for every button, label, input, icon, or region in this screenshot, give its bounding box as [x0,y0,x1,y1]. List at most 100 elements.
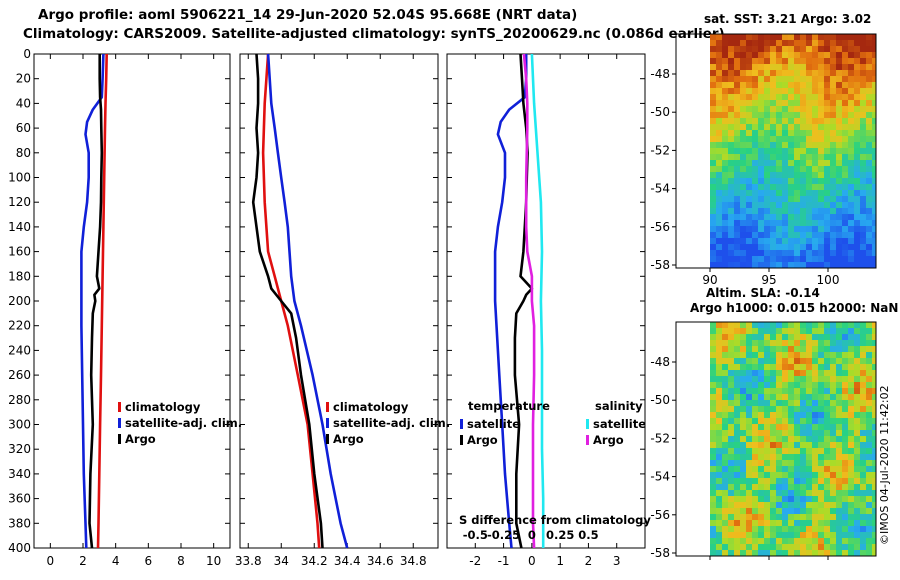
sst-map-cell [836,82,843,89]
sla-map-cell [794,442,801,449]
sla-map-cell [830,490,837,497]
sst-map-cell [722,130,729,137]
sst-map-cell [842,178,849,185]
sla-map-cell [860,406,867,413]
sst-map-cell [782,172,789,179]
sst-map-cell [752,100,759,107]
sla-map-cell [728,496,735,503]
sst-map-cell [776,112,783,119]
sla-map-cell [770,388,777,395]
sla-map-cell [764,412,771,419]
sla-map-cell [806,550,813,557]
sst-map-cell [818,100,825,107]
sla-map-cell [794,382,801,389]
sst-map-cell [788,154,795,161]
sst-map-cell [752,142,759,149]
legend-swatch [326,418,329,428]
sla-map-cell [710,370,717,377]
sst-map-cell [812,148,819,155]
sst-map-cell [734,154,741,161]
sla-map-cell [824,418,831,425]
sla-map-cell [764,376,771,383]
sst-map-cell [746,46,753,53]
sst-map-cell [770,184,777,191]
sla-map-cell [710,514,717,521]
sla-map-cell [734,382,741,389]
sla-map-cell [722,478,729,485]
sla-map-cell [764,430,771,437]
sst-map-cell [860,214,867,221]
sla-map-cell [830,430,837,437]
sst-map-cell [752,172,759,179]
sst-map-cell [770,172,777,179]
sla-map-cell [848,448,855,455]
sla-map-cell [848,430,855,437]
sst-map-cell [734,256,741,263]
sst-map-cell [824,136,831,143]
sst-map-cell [782,238,789,245]
sst-map-cell [794,172,801,179]
sla-map-cell [806,478,813,485]
sla-map-cell [806,430,813,437]
sst-map-cell [824,148,831,155]
sla-map-cell [794,352,801,359]
y-tick-label: 120 [8,195,31,209]
sst-map-cell [872,82,877,89]
sst-map-cell [764,58,771,65]
sst-map-cell [872,40,877,47]
sst-map-cell [776,202,783,209]
sla-map-cell [818,436,825,443]
sla-map-cell [818,508,825,515]
sst-map-cell [836,100,843,107]
sst-map-cell [758,202,765,209]
sla-map-cell [836,520,843,527]
sla-map-cell [782,514,789,521]
sst-map-cell [770,196,777,203]
sla-map-cell [716,418,723,425]
sst-map-cell [734,238,741,245]
sla-map-cell [866,532,873,539]
sla-map-cell [860,334,867,341]
sst-map-cell [794,166,801,173]
sst-map-cell [782,208,789,215]
sla-map-cell [764,382,771,389]
sst-map-cell [854,208,861,215]
sst-map-cell [854,76,861,83]
sst-map-cell [866,130,873,137]
sst-map-cell [806,178,813,185]
sst-map-cell [854,256,861,263]
sst-map-cell [740,34,747,41]
sla-map-cell [770,376,777,383]
sla-map-cell [848,514,855,521]
sla-map-cell [716,496,723,503]
sla-map-cell [746,526,753,533]
sla-map-cell [866,334,873,341]
sst-map-cell [794,196,801,203]
sla-map-cell [728,544,735,551]
sla-map-cell [716,322,723,329]
sst-map-cell [830,178,837,185]
sst-map-cell [752,178,759,185]
sst-map-cell [794,88,801,95]
sla-map-cell [764,460,771,467]
sla-map-cell [758,394,765,401]
sla-map-cell [800,526,807,533]
sst-map-cell [710,238,717,245]
sst-map-title: sat. SST: 3.21 Argo: 3.02 [704,12,872,26]
sst-map-cell [710,58,717,65]
sst-map-cell [866,250,873,257]
x-tick-label: 1 [556,554,564,568]
sst-map-cell [806,238,813,245]
sst-map-cell [716,124,723,131]
sst-map-cell [812,40,819,47]
sst-map-cell [800,34,807,41]
sla-map-cell [734,466,741,473]
sst-map-cell [818,214,825,221]
sst-map-cell [824,256,831,263]
sla-map-cell [752,328,759,335]
sst-map-cell [734,100,741,107]
sla-map-cell [842,514,849,521]
sst-map-cell [860,40,867,47]
sla-map-cell [770,496,777,503]
sst-map-cell [866,124,873,131]
